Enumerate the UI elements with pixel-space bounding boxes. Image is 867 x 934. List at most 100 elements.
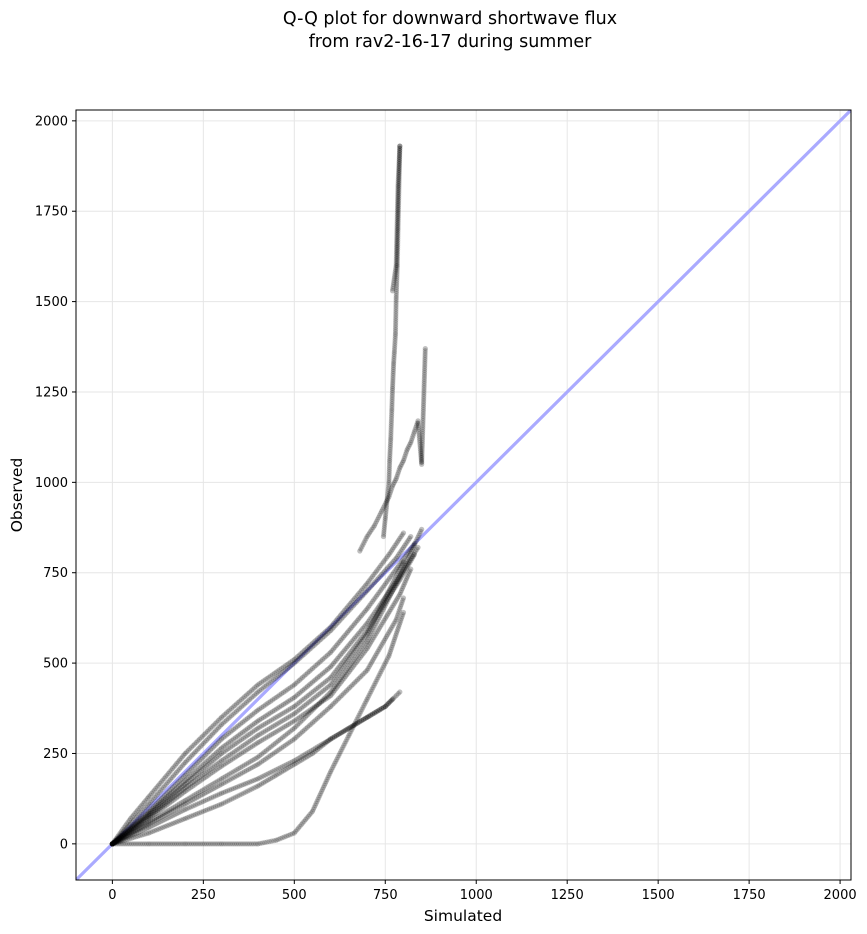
data-point — [134, 827, 140, 833]
data-point — [243, 717, 249, 723]
data-point — [315, 796, 321, 802]
data-point — [387, 649, 393, 655]
data-point — [420, 411, 426, 417]
data-point — [393, 322, 399, 328]
data-point — [392, 340, 398, 346]
data-point — [245, 766, 251, 773]
data-point — [406, 570, 412, 576]
data-point — [172, 789, 178, 796]
data-point — [218, 714, 225, 720]
data-point — [391, 360, 397, 366]
data-point — [144, 817, 150, 823]
data-point — [351, 621, 358, 627]
data-point — [278, 726, 284, 732]
data-point — [148, 820, 154, 826]
data-point — [137, 822, 143, 828]
data-point — [140, 822, 146, 829]
data-point — [111, 840, 117, 846]
data-point — [284, 661, 290, 668]
data-point — [331, 762, 337, 769]
data-point — [246, 841, 252, 847]
data-point — [137, 820, 143, 826]
data-point — [349, 599, 355, 605]
data-point — [383, 509, 389, 515]
data-point — [416, 435, 423, 441]
data-point — [358, 627, 365, 633]
data-point — [364, 631, 370, 637]
data-point — [188, 753, 194, 759]
data-point — [271, 696, 277, 702]
data-point — [389, 546, 396, 552]
data-point — [120, 826, 126, 832]
data-point — [171, 783, 177, 789]
data-point — [293, 680, 299, 686]
data-point — [394, 258, 400, 264]
data-point — [365, 694, 371, 700]
data-point — [197, 778, 203, 784]
data-point — [245, 698, 251, 704]
data-point — [334, 756, 340, 763]
data-point — [381, 504, 387, 510]
data-point — [189, 783, 196, 789]
data-point — [326, 737, 332, 743]
data-point — [397, 150, 403, 156]
data-point — [344, 644, 351, 650]
data-point — [225, 730, 232, 737]
data-point — [163, 791, 169, 797]
data-point — [153, 808, 159, 814]
data-point — [124, 824, 131, 830]
data-point — [338, 661, 345, 667]
data-point — [388, 698, 394, 704]
data-point — [387, 489, 393, 496]
data-point — [149, 807, 155, 813]
series-7 — [109, 526, 425, 847]
data-point — [279, 764, 285, 770]
data-point — [133, 824, 139, 831]
data-point — [320, 740, 326, 747]
data-point — [213, 767, 219, 773]
data-point — [388, 414, 395, 420]
data-point — [347, 640, 353, 646]
data-point — [389, 645, 395, 651]
data-point — [383, 659, 389, 665]
data-point — [184, 815, 190, 821]
data-point — [344, 654, 350, 660]
data-point — [190, 812, 196, 818]
data-point — [162, 795, 168, 801]
data-point — [109, 841, 115, 847]
data-point — [380, 665, 386, 671]
data-point — [257, 717, 263, 723]
data-point — [262, 756, 268, 762]
data-point — [280, 717, 286, 724]
data-point — [403, 451, 409, 457]
data-point — [313, 717, 319, 723]
data-point — [202, 797, 208, 804]
data-point — [234, 773, 240, 779]
data-point — [260, 685, 266, 691]
data-point — [389, 582, 395, 588]
data-point — [336, 696, 342, 702]
data-point — [305, 700, 311, 706]
data-point — [395, 240, 401, 246]
data-point — [196, 810, 202, 816]
data-point — [214, 719, 220, 725]
data-point — [408, 548, 414, 555]
data-point — [381, 617, 387, 624]
data-point — [410, 433, 416, 439]
data-point — [378, 562, 384, 569]
data-point — [401, 555, 407, 561]
data-point — [396, 193, 402, 200]
data-point — [214, 741, 220, 747]
data-point — [246, 731, 252, 738]
data-point — [341, 657, 347, 663]
data-point — [278, 719, 284, 725]
data-point — [109, 841, 115, 847]
data-point — [405, 550, 411, 556]
data-point — [305, 750, 311, 756]
data-point — [363, 622, 369, 628]
data-point — [318, 788, 325, 795]
data-point — [212, 793, 219, 799]
data-point — [420, 431, 426, 437]
data-point — [369, 628, 375, 635]
data-point — [351, 635, 358, 641]
